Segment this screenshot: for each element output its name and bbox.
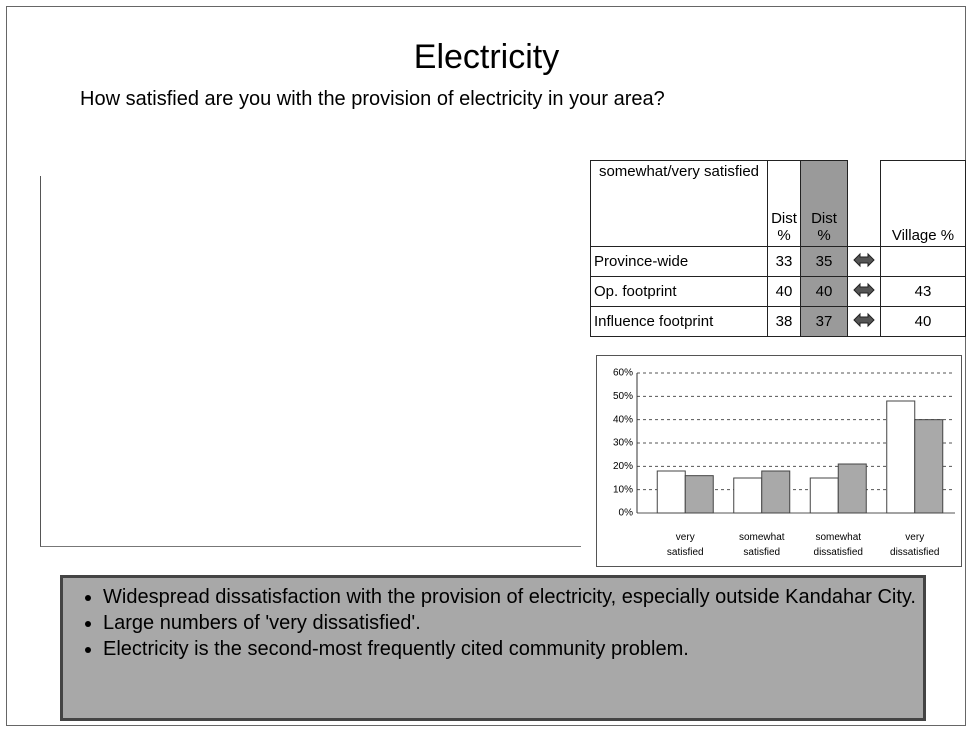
double-arrow <box>853 312 875 327</box>
header-cell: Dist % <box>800 160 848 247</box>
bullet: Widespread dissatisfaction with the prov… <box>103 586 923 608</box>
bar <box>733 477 763 514</box>
x-tick-label: somewhat satisfied <box>739 532 785 558</box>
bullet-list: Widespread dissatisfaction with the prov… <box>63 586 923 660</box>
cell <box>880 246 966 277</box>
bar <box>656 470 686 514</box>
row-label: Op. footprint <box>590 276 768 307</box>
cell: 43 <box>880 276 966 307</box>
table-row: Province-wide 33 35 <box>590 246 966 277</box>
header-cell: Dist % <box>767 160 801 247</box>
question: How satisfied are you with the provision… <box>80 88 665 110</box>
x-tick-label: very satisfied <box>667 532 704 558</box>
y-tick-label: 10% <box>613 484 633 495</box>
slide-frame <box>6 6 966 726</box>
header-cell: somewhat/very satisfied <box>590 160 768 247</box>
y-tick-label: 40% <box>613 414 633 425</box>
cell: 40 <box>767 276 801 307</box>
arrow-cell <box>847 276 881 307</box>
bar <box>684 475 714 514</box>
y-tick-label: 30% <box>613 438 633 449</box>
x-tick-label: somewhat dissatisfied <box>814 532 863 558</box>
y-tick-label: 20% <box>613 461 633 472</box>
row-label: Province-wide <box>590 246 768 277</box>
title: Electricity <box>413 38 560 76</box>
chart-box: 0% 10% 20% 30% 40% 50% 60% very satisfied somewha… <box>596 355 962 567</box>
summary-table: somewhat/very satisfied Dist % Dist % Vi… <box>590 160 966 337</box>
cell: 37 <box>800 306 848 337</box>
empty-panel <box>40 176 581 547</box>
bar <box>809 477 839 514</box>
arrow-cell <box>847 306 881 337</box>
y-tick-label: 0% <box>619 508 634 519</box>
cell: 40 <box>800 276 848 307</box>
cell: 33 <box>767 246 801 277</box>
y-tick-label: 50% <box>613 391 633 402</box>
bar <box>886 400 916 514</box>
bar <box>837 463 867 514</box>
double-arrow <box>853 252 875 267</box>
bar <box>761 470 791 514</box>
bullet: Large numbers of 'very dissatisfied'. <box>103 612 923 634</box>
y-tick-label: 60% <box>613 368 633 379</box>
header-cell: Village % <box>880 160 966 247</box>
bullet-box: Widespread dissatisfaction with the prov… <box>60 575 926 721</box>
bullet: Electricity is the second-most frequentl… <box>103 638 923 660</box>
x-tick-label: very dissatisfied <box>890 532 939 558</box>
cell: 40 <box>880 306 966 337</box>
cell: 35 <box>800 246 848 277</box>
table-row: Influence footprint 38 37 40 <box>590 306 966 337</box>
double-arrow <box>853 282 875 297</box>
table-row: Op. footprint 40 40 43 <box>590 276 966 307</box>
row-label: Influence footprint <box>590 306 768 337</box>
chart: 0% 10% 20% 30% 40% 50% 60% very satisfied somewha… <box>613 368 955 558</box>
bar <box>914 419 944 514</box>
arrow-cell <box>847 246 881 277</box>
cell: 38 <box>767 306 801 337</box>
arrow-header <box>847 160 881 247</box>
